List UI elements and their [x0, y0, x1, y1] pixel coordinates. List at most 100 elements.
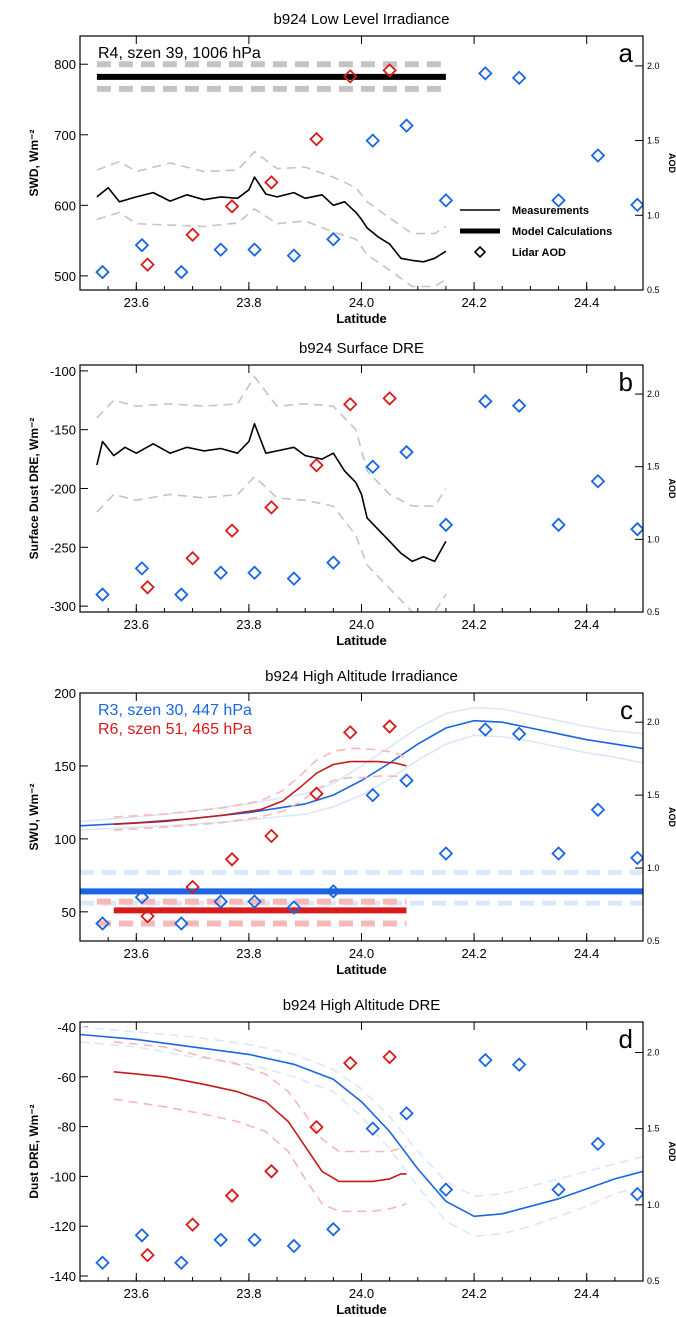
y-tick-label: -150: [50, 423, 76, 438]
aod-marker: [630, 850, 643, 866]
aod-marker: [286, 900, 302, 915]
aod-marker: [224, 1188, 240, 1203]
aod-marker: [174, 916, 189, 931]
y-axis-label: Surface Dust DRE, Wm⁻²: [27, 418, 41, 560]
x-tick-label: 24.4: [574, 617, 599, 632]
aod-marker: [309, 786, 324, 801]
y2-axis-label: AOD: [667, 1142, 676, 1163]
aod-marker: [224, 852, 240, 867]
aod-marker: [438, 517, 454, 533]
aod-marker: [365, 133, 381, 148]
aod-marker: [326, 231, 341, 247]
y-tick-label: 700: [54, 128, 76, 143]
aod-marker: [185, 227, 200, 242]
aod-marker: [134, 889, 150, 905]
panel-1: b924 Low Level Irradiance 23.6 23.8 24.0 24.…: [27, 11, 676, 326]
y-tick-label: -140: [50, 1269, 76, 1284]
aod-marker: [264, 500, 279, 515]
y-tick-label: 150: [54, 759, 76, 774]
aod-marker: [213, 894, 229, 909]
y-tick-label: -80: [57, 1120, 76, 1135]
y-tick-label: -200: [50, 482, 76, 497]
y2-tick-label: 2.0: [647, 717, 660, 727]
y-tick-label: -100: [50, 364, 76, 379]
y-tick-label: -60: [57, 1070, 76, 1085]
x-tick-label: 24.2: [461, 946, 486, 961]
series-line-5: [113, 747, 407, 818]
y-tick-label: 500: [54, 269, 76, 284]
x-axis-label: Latitude: [336, 311, 387, 326]
aod-marker: [286, 248, 302, 263]
aod-marker: [326, 884, 341, 899]
aod-marker: [140, 908, 155, 924]
plot-frame: [79, 1021, 644, 1282]
x-tick-label: 24.4: [574, 295, 599, 310]
x-tick-label: 23.8: [236, 617, 261, 632]
aod-marker: [286, 1238, 302, 1254]
aod-marker: [185, 1217, 200, 1232]
aod-marker: [213, 242, 229, 257]
aod-marker: [365, 459, 381, 474]
aod-marker: [511, 398, 527, 413]
x-tick-label: 24.2: [461, 1286, 486, 1301]
y2-tick-label: 0.5: [647, 285, 660, 295]
aod-marker: [185, 550, 200, 566]
series-line-2: [96, 150, 447, 235]
aod-marker: [247, 1232, 262, 1248]
series-line-5: [113, 1041, 407, 1153]
aod-marker: [247, 242, 262, 257]
y-tick-label: -250: [50, 540, 76, 555]
aod-marker: [438, 1182, 454, 1197]
y-tick-label: 200: [54, 686, 76, 701]
y2-axis-label: AOD: [667, 807, 676, 828]
y-axis-label: SWD, Wm⁻²: [27, 130, 41, 197]
x-axis-label: Latitude: [336, 962, 387, 977]
panel-annotation: R4, szen 39, 1006 hPa: [98, 45, 261, 62]
aod-marker: [551, 517, 566, 533]
aod-marker: [382, 719, 397, 734]
y2-tick-label: 1.5: [647, 790, 660, 800]
aod-marker: [478, 722, 493, 737]
series-line-2: [96, 375, 447, 507]
aod-marker: [399, 1106, 414, 1121]
y-tick-label: -300: [50, 599, 76, 614]
x-axis-label: Latitude: [336, 633, 387, 648]
aod-marker: [551, 1182, 566, 1197]
aod-marker: [511, 1057, 527, 1072]
aod-marker: [326, 555, 341, 570]
series-line-3: [96, 475, 447, 612]
aod-marker: [399, 773, 414, 788]
aod-marker: [399, 118, 414, 133]
aod-marker: [174, 264, 189, 280]
panel-letter: d: [619, 1024, 633, 1054]
plot-frame: [79, 35, 644, 291]
y-tick-label: 100: [54, 832, 76, 847]
x-tick-label: 24.0: [349, 295, 374, 310]
aod-marker: [134, 237, 150, 253]
aod-marker: [438, 193, 454, 208]
aod-marker: [264, 175, 279, 190]
y2-tick-label: 0.5: [647, 936, 660, 946]
y-axis-label: SWU, Wm⁻²: [27, 784, 41, 851]
aod-marker: [478, 1052, 493, 1068]
panel-3: b924 High Altitude Irradiance 23.6 23.8 24.…: [27, 668, 676, 977]
aod-marker: [185, 879, 200, 895]
aod-marker: [95, 1255, 110, 1270]
y2-tick-label: 1.5: [647, 136, 660, 146]
x-tick-label: 24.0: [349, 1286, 374, 1301]
y-axis-label: Dust DRE, Wm⁻²: [27, 1104, 41, 1198]
x-tick-label: 23.6: [124, 1286, 149, 1301]
aod-marker: [213, 1232, 229, 1248]
x-tick-label: 23.6: [124, 295, 149, 310]
aod-marker: [309, 1119, 324, 1135]
series-line-4: [113, 760, 407, 826]
plot-frame: [79, 364, 644, 613]
panel-annotation: R6, szen 51, 465 hPa: [98, 721, 252, 738]
y2-axis-label: AOD: [667, 153, 676, 174]
aod-marker: [264, 1164, 279, 1179]
aod-marker: [247, 565, 262, 581]
aod-marker: [382, 1049, 397, 1065]
y2-tick-label: 0.5: [647, 607, 660, 617]
aod-marker: [342, 725, 358, 740]
aod-marker: [326, 1221, 341, 1237]
